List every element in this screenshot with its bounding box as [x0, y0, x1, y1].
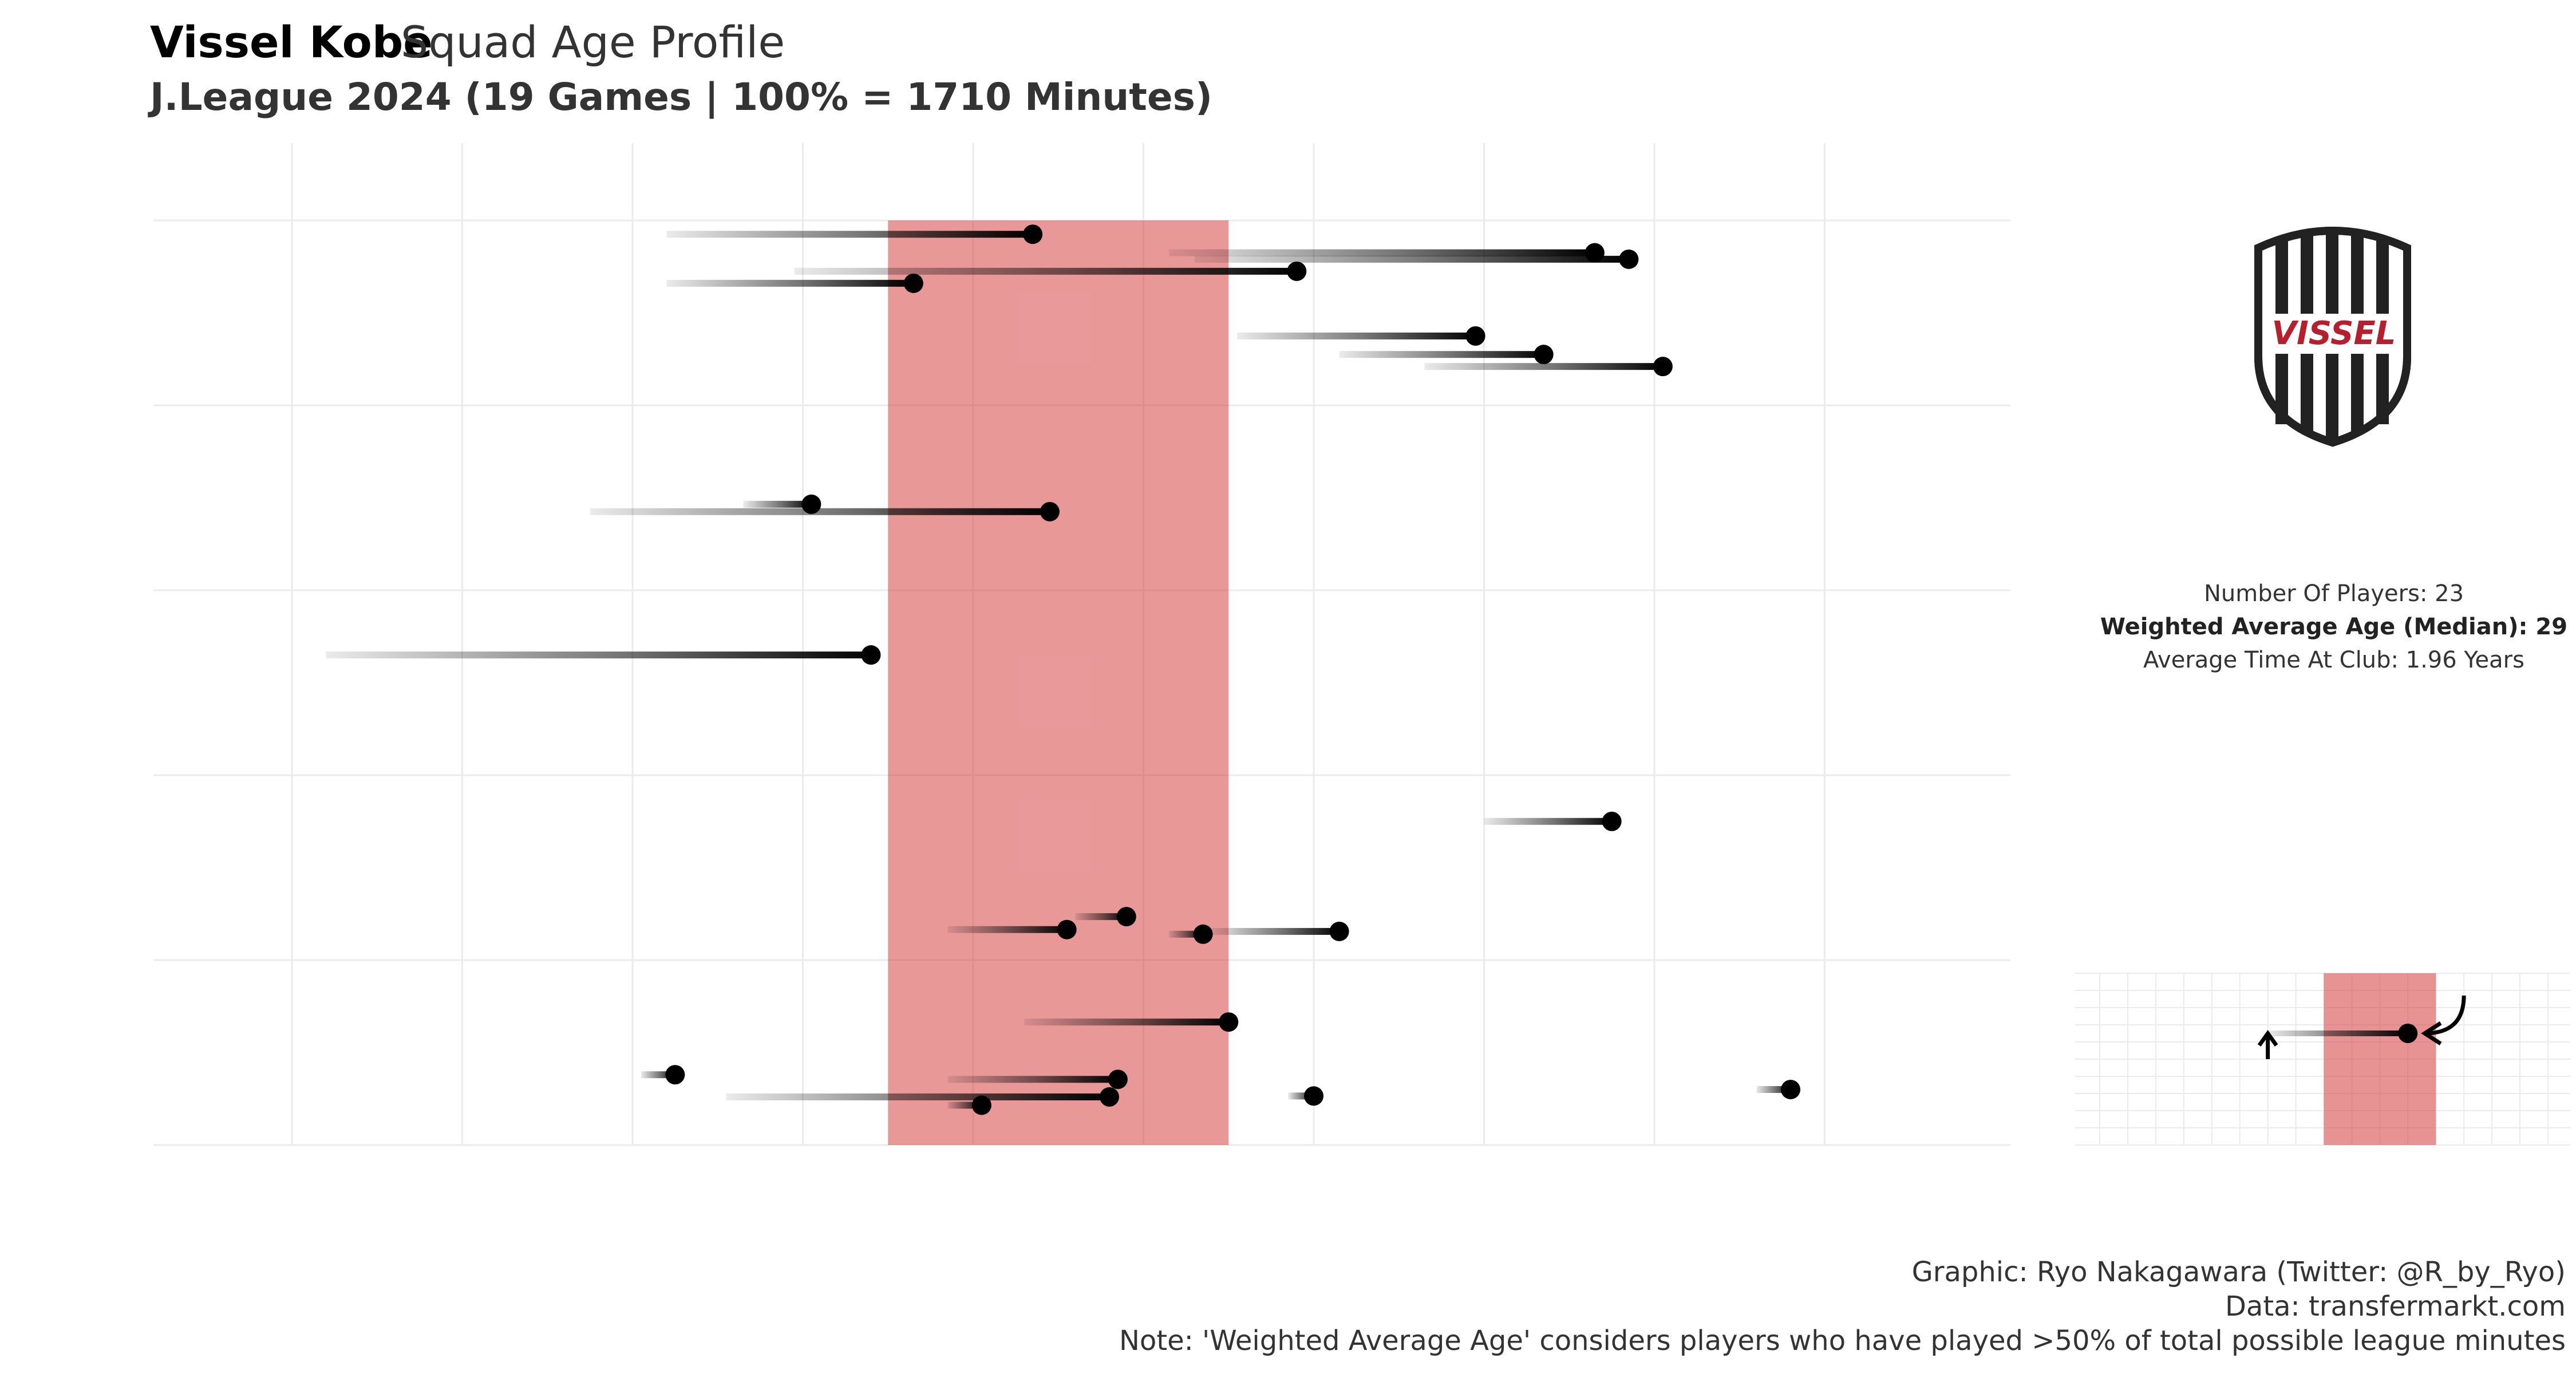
footer-note: Note: 'Weighted Average Age' considers p… — [1119, 1325, 2566, 1357]
tenure-segment — [1169, 249, 1595, 256]
player-point — [665, 1065, 685, 1085]
tenure-segment — [1237, 332, 1476, 339]
footer-source: Data: transfermarkt.com — [2225, 1290, 2566, 1322]
player-point — [1193, 924, 1213, 944]
player-point — [971, 1095, 991, 1115]
player-point — [1040, 502, 1060, 522]
tenure-segment — [1424, 363, 1663, 370]
club-crest: VISSEL — [2254, 227, 2411, 447]
player-point — [903, 273, 923, 293]
crest-text: VISSEL — [2272, 315, 2396, 352]
player-point — [1465, 326, 1485, 346]
tenure-segment — [666, 231, 1033, 238]
tenure-segment — [326, 652, 871, 659]
tenure-segment — [1211, 927, 1340, 935]
tenure-segment — [1194, 255, 1629, 263]
tenure-segment — [794, 267, 1297, 275]
current-age-arrow — [2424, 995, 2466, 1036]
player-point — [861, 645, 881, 665]
player-point — [1287, 261, 1307, 281]
player-point — [1057, 919, 1077, 939]
footer-credit: Graphic: Ryo Nakagawara (Twitter: @R_by_… — [1912, 1256, 2566, 1288]
chart-subtitle: J.League 2024 (19 Games | 100% = 1710 Mi… — [148, 75, 1212, 120]
player-points — [665, 224, 1800, 1115]
tenure-segment — [1484, 818, 1612, 825]
crest-band — [2264, 314, 2401, 354]
stat-weighted-age: Weighted Average Age (Median): 29 — [2100, 614, 2567, 640]
tenure-segment — [743, 500, 812, 508]
player-point — [1585, 243, 1605, 263]
peak-age-band — [888, 220, 1229, 1145]
player-point — [1781, 1080, 1800, 1100]
player-point — [1219, 1012, 1239, 1032]
player-point — [1653, 357, 1673, 377]
inset-example-point — [2398, 1024, 2418, 1043]
player-point — [1108, 1069, 1128, 1089]
player-point — [1329, 921, 1349, 941]
player-point — [801, 494, 821, 514]
legend-inset-chart — [2075, 973, 2570, 1146]
tenure-segment — [590, 508, 1050, 515]
current-age-arrowhead — [2421, 1021, 2442, 1045]
stat-player-count: Number Of Players: 23 — [2204, 581, 2464, 607]
tenure-segment — [1075, 913, 1127, 921]
tenure-segment — [1339, 351, 1544, 358]
player-point — [1116, 907, 1136, 927]
tenure-segment — [947, 926, 1067, 933]
stat-time-at-club: Average Time At Club: 1.96 Years — [2143, 647, 2524, 673]
tenure-segments — [326, 231, 1791, 1109]
tenure-segment — [666, 279, 914, 287]
join-age-arrowhead — [2257, 1029, 2278, 1047]
player-point — [1304, 1086, 1323, 1106]
tenure-segment — [947, 1076, 1118, 1083]
player-point — [1534, 345, 1554, 365]
inset-peak-band — [2324, 973, 2436, 1145]
team-name: Vissel Kobe — [150, 17, 433, 68]
inset-example-segment — [2267, 1030, 2408, 1036]
peak-age-rect — [888, 220, 1229, 1145]
player-point — [1100, 1087, 1119, 1107]
player-point — [1602, 811, 1622, 831]
chart-title: Squad Age Profile — [401, 17, 785, 68]
tenure-segment — [726, 1093, 1109, 1101]
player-point — [1023, 224, 1043, 244]
player-point — [1619, 249, 1639, 269]
tenure-segment — [1024, 1018, 1229, 1026]
